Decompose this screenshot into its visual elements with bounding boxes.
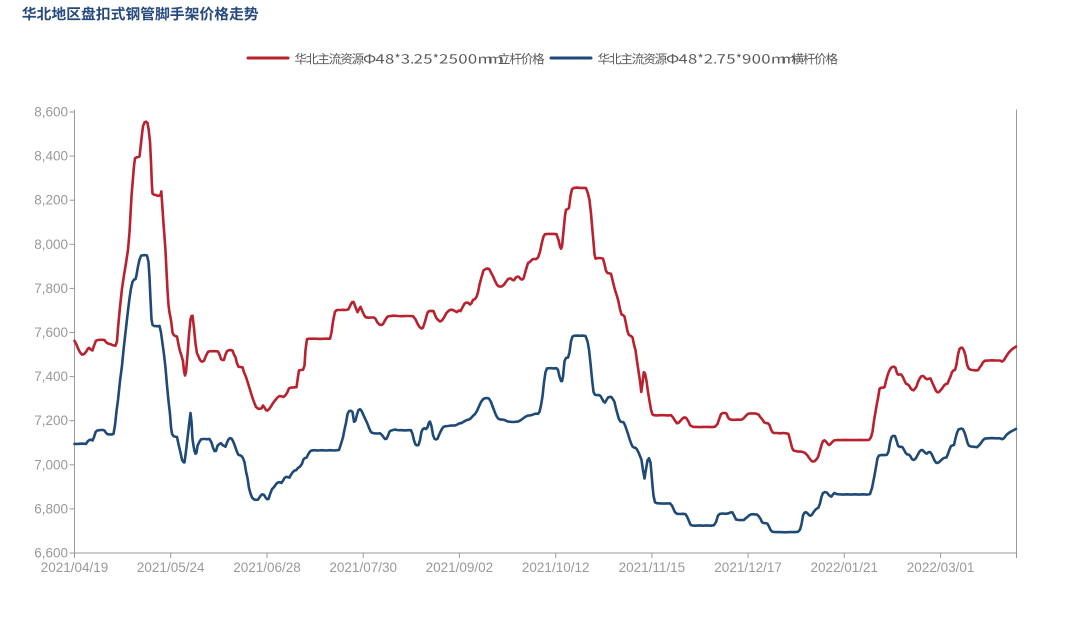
svg-text:7,400: 7,400: [34, 369, 68, 384]
svg-text:2021/10/12: 2021/10/12: [522, 560, 590, 575]
svg-text:8,400: 8,400: [34, 149, 68, 164]
svg-text:6,600: 6,600: [34, 546, 68, 561]
svg-text:2021/06/28: 2021/06/28: [233, 560, 301, 575]
svg-text:7,600: 7,600: [34, 325, 68, 340]
svg-text:2021/12/17: 2021/12/17: [714, 560, 782, 575]
svg-text:6,800: 6,800: [34, 501, 68, 516]
svg-text:8,000: 8,000: [34, 237, 68, 252]
svg-text:2021/07/30: 2021/07/30: [329, 560, 397, 575]
svg-text:2022/03/01: 2022/03/01: [907, 560, 975, 575]
svg-text:2021/05/24: 2021/05/24: [137, 560, 205, 575]
svg-text:2021/04/19: 2021/04/19: [41, 560, 109, 575]
svg-text:2021/09/02: 2021/09/02: [426, 560, 494, 575]
svg-text:2022/01/21: 2022/01/21: [811, 560, 879, 575]
svg-text:7,800: 7,800: [34, 281, 68, 296]
svg-text:8,600: 8,600: [34, 105, 68, 120]
svg-text:7,000: 7,000: [34, 457, 68, 472]
svg-text:2021/11/15: 2021/11/15: [619, 560, 686, 575]
svg-text:8,200: 8,200: [34, 193, 68, 208]
svg-text:7,200: 7,200: [34, 413, 68, 428]
